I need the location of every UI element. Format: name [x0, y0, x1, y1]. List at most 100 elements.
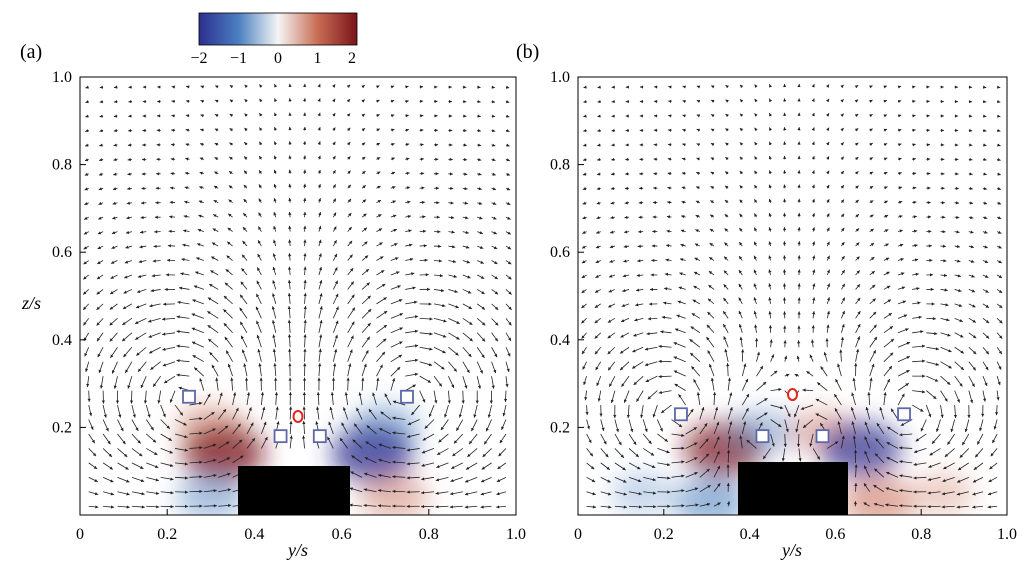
vector-arrowhead [768, 213, 772, 217]
vector-arrowhead [421, 491, 425, 495]
vector-arrowhead [610, 230, 614, 234]
vector-arrowhead [783, 184, 787, 188]
vector-arrowhead [886, 271, 890, 275]
vector-arrowhead [769, 339, 773, 343]
vector-arrowhead [332, 84, 336, 88]
vector-arrowhead [711, 114, 715, 118]
vector-arrowhead [855, 199, 859, 204]
vector-arrowhead [940, 114, 944, 118]
vector-arrowhead [797, 283, 801, 287]
vector-arrowhead [150, 289, 154, 293]
vector-arrowhead [477, 114, 481, 118]
vector-arrowhead [390, 114, 395, 118]
vector-arrowhead [124, 453, 128, 457]
vector-arrowhead [854, 85, 859, 89]
vector-arrowhead [815, 413, 820, 417]
vector-arrowhead [332, 198, 336, 202]
vector-arrowhead [508, 322, 512, 326]
vector-arrowhead [753, 283, 757, 287]
cylinder-body-b [738, 462, 848, 515]
x-tick-label: 1.0 [506, 526, 526, 543]
vector-arrowhead [658, 390, 662, 395]
vector-arrowhead [635, 453, 639, 458]
vector-arrowhead [771, 443, 775, 447]
vector-arrowhead [840, 84, 844, 89]
vector-arrowhead [677, 300, 682, 304]
vector-arrowhead [101, 400, 105, 404]
vector-arrowhead [812, 255, 816, 259]
vector-arrowhead [411, 411, 415, 416]
vector-arrowhead [363, 363, 367, 368]
vector-arrowhead [690, 352, 694, 357]
vector-arrowhead [227, 227, 232, 231]
vector-arrowhead [186, 85, 190, 89]
vector-arrowhead [797, 155, 801, 160]
vector-arrowhead [110, 275, 114, 279]
vector-arrowhead [675, 328, 679, 332]
vector-arrowhead [797, 141, 801, 145]
vector-arrowhead [942, 230, 946, 234]
vector-arrowhead [150, 366, 154, 370]
vector-arrowhead [157, 400, 161, 404]
vector-arrowhead [392, 445, 396, 450]
vector-arrowhead [705, 438, 709, 442]
vector-arrowhead [885, 257, 890, 261]
vector-arrowhead [259, 156, 263, 160]
vector-arrowhead [884, 229, 889, 233]
vector-arrowhead [928, 229, 932, 234]
vector-arrowhead [922, 374, 926, 378]
vector-arrowhead [408, 229, 412, 233]
vector-arrowhead [167, 244, 171, 248]
vector-arrowhead [358, 392, 362, 396]
vector-arrowhead [797, 340, 801, 344]
vector-arrowhead [127, 186, 131, 191]
vector-arrowhead [711, 85, 715, 89]
plot-frame-a [79, 76, 517, 516]
vector-arrowhead [840, 113, 844, 117]
vector-arrowhead [199, 417, 203, 421]
vector-arrowhead [508, 306, 512, 310]
vector-arrowhead [111, 245, 115, 249]
vector-arrowhead [85, 129, 89, 133]
vector-arrowhead [985, 335, 990, 339]
vector-arrowhead [826, 156, 830, 160]
vector-arrowhead [869, 114, 873, 118]
vector-arrowhead [428, 413, 432, 418]
vector-arrowhead [588, 439, 592, 444]
vorticity-patch [610, 471, 674, 515]
vector-arrowhead [739, 435, 743, 439]
vector-arrowhead [122, 306, 127, 309]
vector-arrowhead [764, 412, 768, 416]
vector-arrowhead [399, 313, 403, 317]
vector-arrowhead [582, 230, 586, 234]
vector-arrowhead [256, 320, 260, 325]
vector-arrowhead [621, 303, 626, 307]
vector-arrowhead [667, 476, 671, 480]
vector-arrowhead [350, 281, 354, 285]
square-marker [182, 389, 196, 404]
vector-arrowhead [349, 254, 353, 258]
vector-arrowhead [463, 128, 467, 133]
vector-arrowhead [707, 298, 712, 302]
vector-arrowhead [461, 400, 465, 404]
vector-arrowhead [212, 443, 217, 447]
vector-arrowhead [335, 320, 339, 325]
vector-arrowhead [288, 183, 292, 187]
vector-arrowhead [141, 172, 145, 176]
vector-arrowhead [597, 143, 601, 147]
vector-arrowhead [668, 114, 672, 118]
vector-arrowhead [463, 99, 467, 104]
vector-arrowhead [169, 463, 174, 467]
vector-arrowhead [223, 323, 228, 327]
vector-arrowhead [969, 157, 973, 162]
vector-arrowhead [728, 435, 732, 439]
vector-arrowhead [112, 187, 117, 191]
vector-arrowhead [797, 112, 801, 116]
vector-arrowhead [420, 114, 424, 118]
vector-arrowhead [769, 84, 773, 88]
vector-arrowhead [390, 99, 395, 103]
vector-arrowhead [705, 453, 710, 457]
vector-arrowhead [840, 156, 844, 160]
vector-arrowhead [944, 288, 948, 292]
vector-arrowhead [941, 186, 945, 190]
